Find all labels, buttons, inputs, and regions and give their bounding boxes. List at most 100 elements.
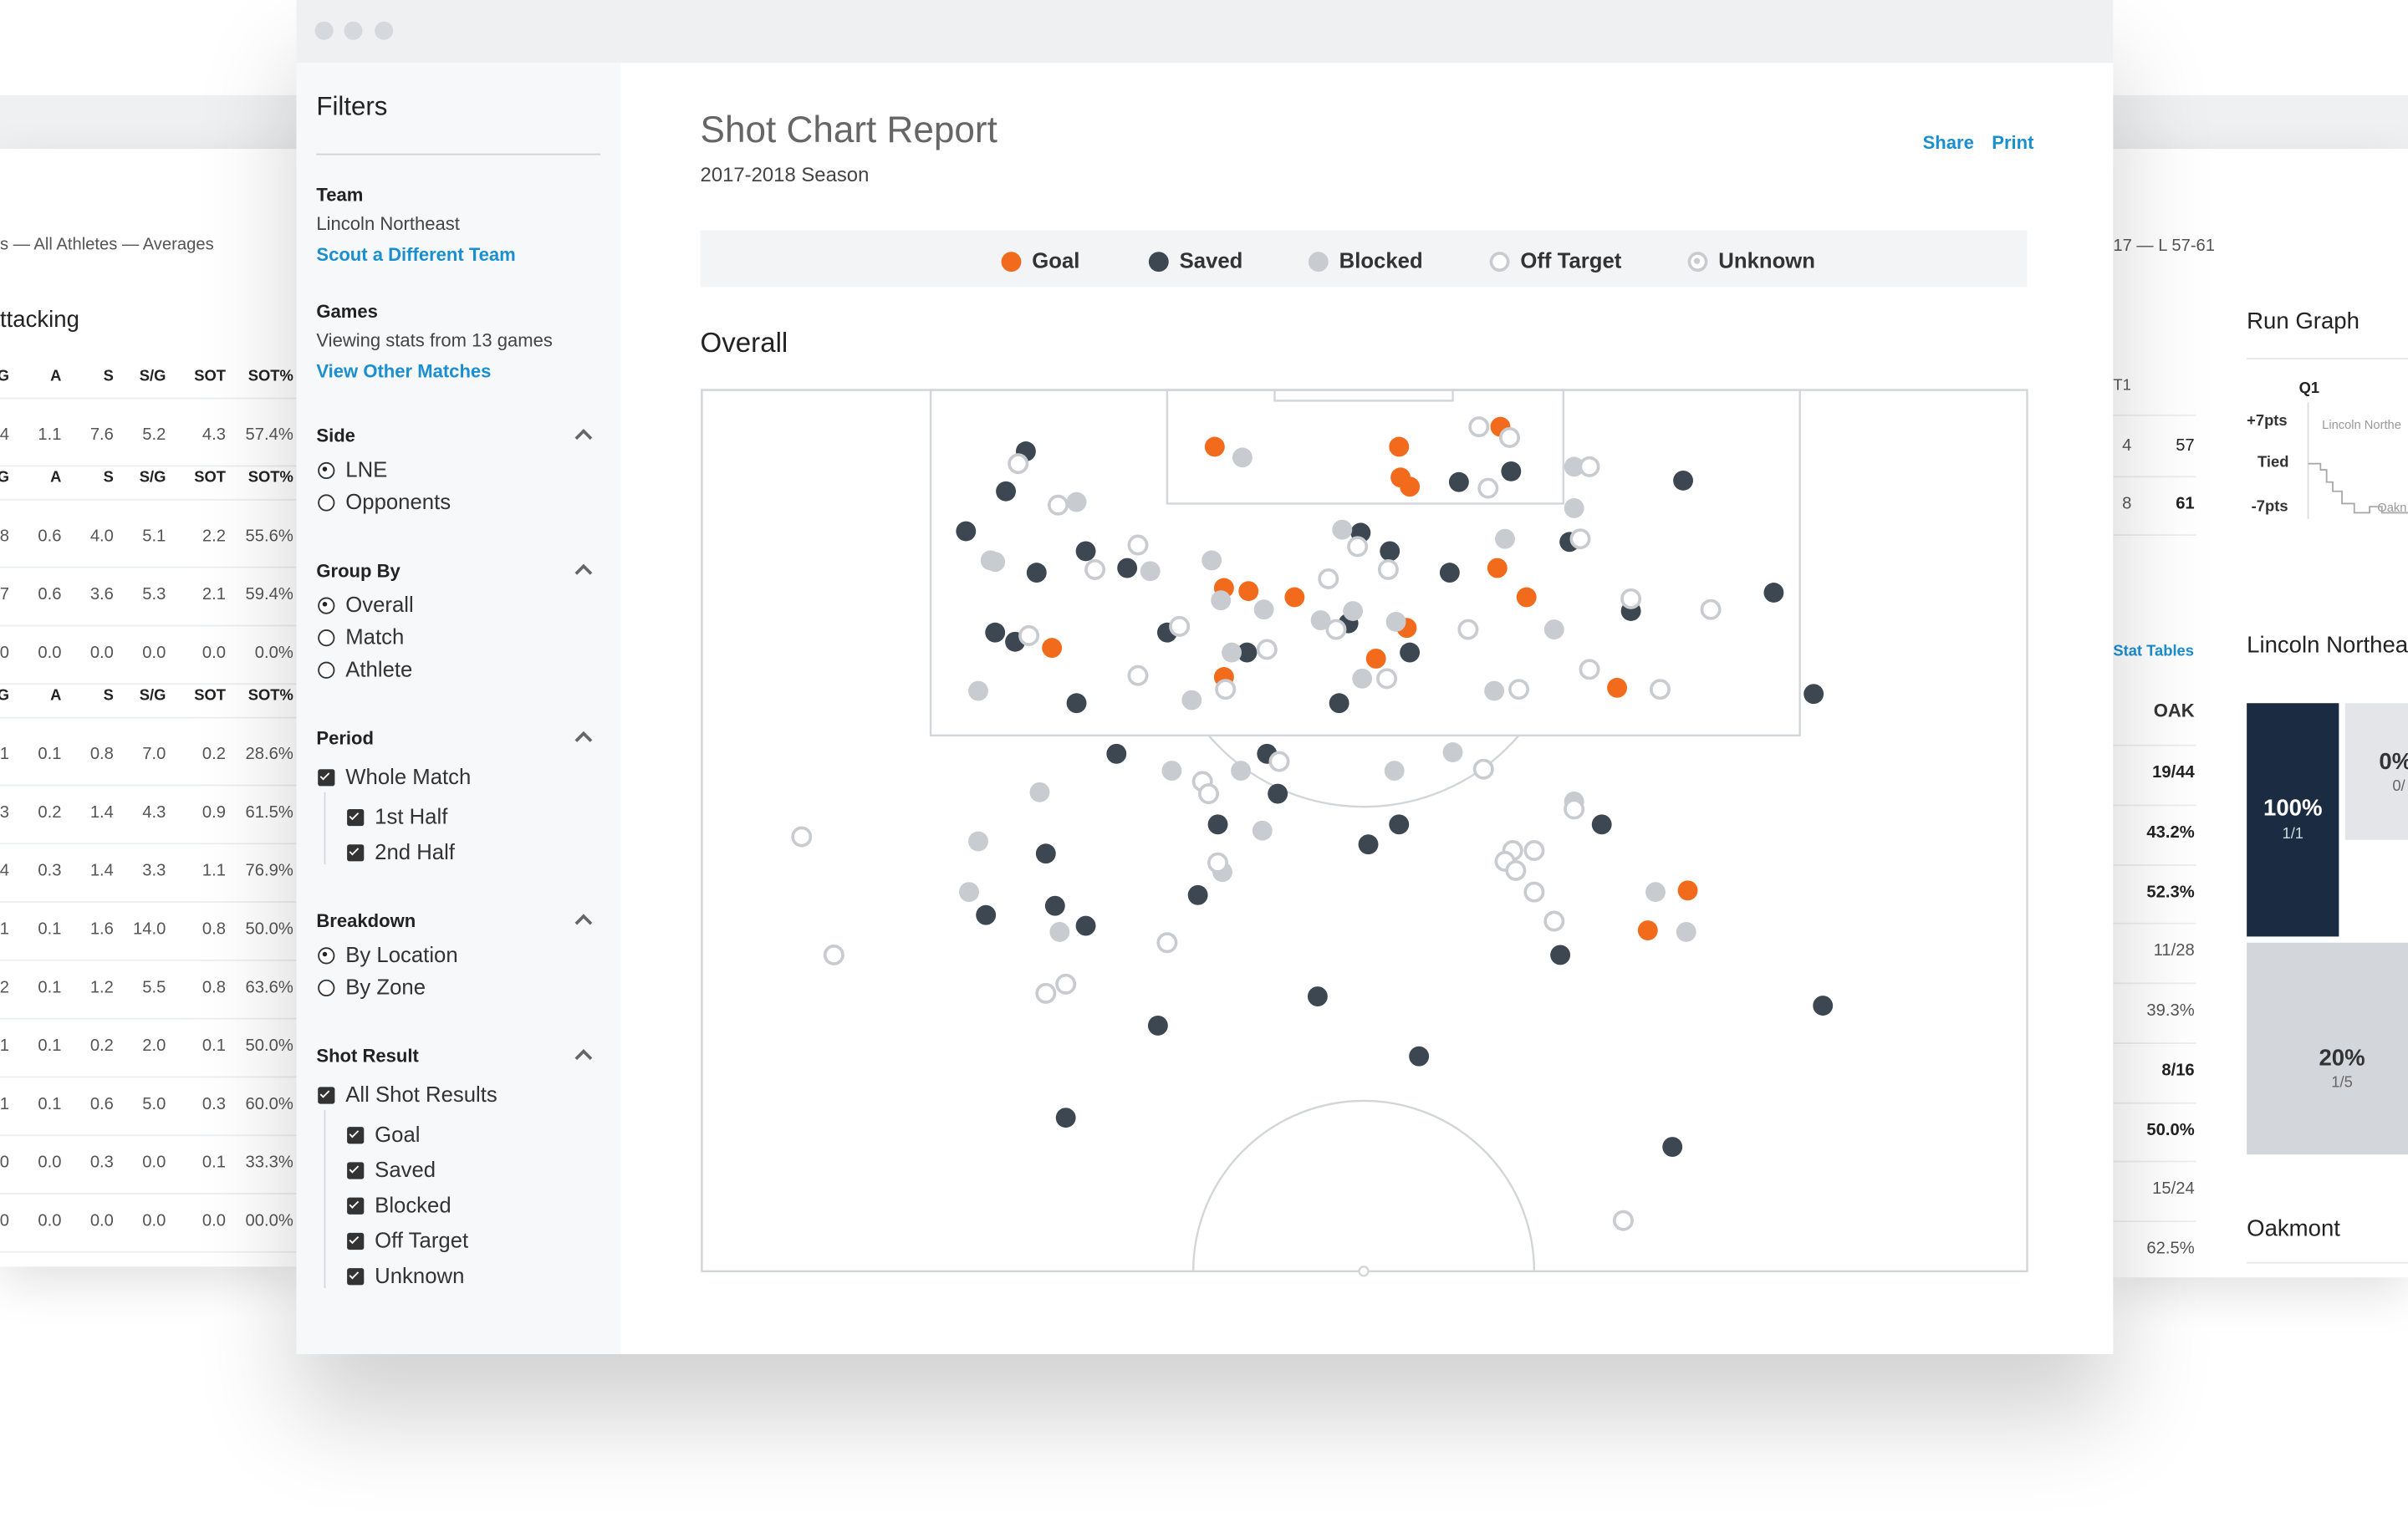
option-label[interactable]: Whole Match [345, 763, 472, 789]
shot [1448, 471, 1469, 492]
radio[interactable] [317, 946, 334, 964]
shot [1439, 563, 1460, 583]
shot [1543, 619, 1564, 640]
option-label[interactable]: 2nd Half [375, 838, 455, 864]
shot [1569, 528, 1591, 550]
shot [1523, 840, 1545, 862]
stat-tables-link[interactable]: Stat Tables [2113, 643, 2194, 660]
shot [985, 622, 1006, 643]
option-label[interactable]: Match [345, 624, 405, 649]
table-cell: 0.0 [202, 1211, 227, 1230]
table-cell: 4 [0, 862, 10, 881]
shot [1650, 679, 1671, 700]
score-cell: 8 [2122, 495, 2132, 514]
checkbox[interactable] [346, 1126, 364, 1143]
column-header: S [103, 470, 114, 487]
option-label[interactable]: Blocked [375, 1192, 452, 1217]
background-bar [2113, 94, 2408, 150]
shot [1564, 456, 1584, 477]
column-header: SOT% [247, 470, 293, 487]
background-card [0, 149, 308, 1267]
table-cell: 0.0 [38, 1154, 62, 1173]
shot [1237, 642, 1258, 663]
option-label[interactable]: LNE [345, 456, 388, 482]
shot [1501, 461, 1522, 481]
radio[interactable] [317, 493, 334, 511]
section-title: Side [316, 425, 355, 447]
radio[interactable] [317, 596, 334, 614]
checkbox[interactable] [317, 1086, 334, 1103]
table-cell: 0.1 [202, 1154, 227, 1173]
option-label[interactable]: Goal [375, 1121, 421, 1147]
checkbox[interactable] [346, 1196, 364, 1214]
option-label[interactable]: Opponents [345, 489, 452, 514]
option-label[interactable]: Overall [345, 592, 414, 617]
header-action[interactable]: Share [1922, 131, 1974, 154]
row-divider [2113, 476, 2196, 478]
divider [2247, 1261, 2408, 1264]
shot [1700, 598, 1722, 620]
shot [1055, 1108, 1076, 1128]
shot [1049, 921, 1070, 942]
shot [1044, 895, 1065, 916]
checkbox[interactable] [346, 1161, 364, 1179]
radio[interactable] [317, 660, 334, 678]
checkbox[interactable] [346, 843, 364, 861]
shot [1662, 1137, 1683, 1157]
radio-dot [322, 951, 328, 957]
stat-cell: 52.3% [2146, 882, 2195, 901]
shot [1307, 986, 1328, 1006]
run-graph-line [2307, 402, 2408, 519]
radio[interactable] [317, 978, 334, 996]
score-cell: 57 [2176, 436, 2195, 456]
radio[interactable] [317, 629, 334, 646]
column-header: SOT% [247, 687, 293, 705]
table-cell: 14.0 [133, 919, 166, 939]
shot [1169, 615, 1191, 637]
shot [1253, 599, 1274, 620]
checkbox[interactable] [346, 1267, 364, 1285]
option-label[interactable]: All Shot Results [345, 1082, 497, 1107]
option-label[interactable]: By Location [345, 942, 458, 967]
shot [1181, 690, 1202, 711]
treemap-fraction: 0/ [2392, 778, 2405, 796]
shot [1026, 563, 1047, 583]
window-control [375, 21, 394, 40]
background-bar [0, 94, 308, 150]
shot [1564, 798, 1585, 820]
divider [2247, 357, 2408, 359]
table-cell: 3 [0, 803, 10, 823]
shot [1620, 588, 1642, 609]
shot [1343, 601, 1364, 621]
tree-line [324, 792, 326, 865]
stat-cell: 19/44 [2152, 763, 2195, 782]
table-cell: 57.4% [245, 425, 293, 445]
row-divider [2113, 863, 2196, 866]
option-label[interactable]: Off Target [375, 1227, 469, 1253]
shot [959, 882, 979, 903]
checkbox[interactable] [346, 808, 364, 826]
run-graph-title: Run Graph [2247, 308, 2360, 335]
legend-label: Goal [1032, 247, 1080, 273]
option-label[interactable]: Saved [375, 1157, 436, 1182]
option-label[interactable]: 1st Half [375, 803, 448, 829]
shot [1457, 619, 1479, 640]
radio[interactable] [317, 461, 334, 479]
check-mark [349, 1128, 360, 1138]
option-label[interactable]: Unknown [375, 1262, 465, 1288]
shot [1352, 668, 1373, 689]
option-label[interactable]: Athlete [345, 656, 413, 681]
scout-link[interactable]: Scout a Different Team [316, 243, 516, 266]
checkbox[interactable] [346, 1231, 364, 1250]
filters-title: Filters [316, 91, 388, 121]
divider [316, 153, 601, 155]
table-cell: 0.0 [89, 644, 114, 663]
checkbox[interactable] [317, 768, 334, 786]
filter-value: Lincoln Northeast [316, 212, 460, 235]
shot [1075, 915, 1096, 936]
table-cell: 2.0 [142, 1036, 166, 1056]
header-action[interactable]: Print [1992, 131, 2034, 154]
matches-link[interactable]: View Other Matches [316, 360, 492, 382]
option-label[interactable]: By Zone [345, 974, 426, 999]
